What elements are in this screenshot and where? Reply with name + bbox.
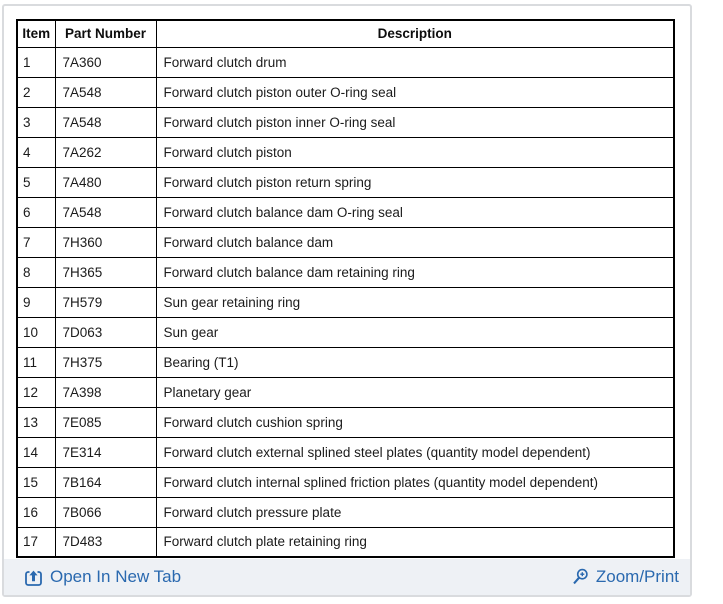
parts-table-card: Item Part Number Description 1 7A360 For… [2,4,692,597]
cell-description: Forward clutch piston return spring [155,166,675,198]
open-in-new-tab-icon [24,568,43,587]
cell-item: 8 [16,256,56,288]
cell-description: Forward clutch drum [155,46,675,78]
table-row: 16 7B066 Forward clutch pressure plate [16,496,675,528]
zoom-print-label: Zoom/Print [595,567,679,586]
cell-part-number: 7A480 [54,166,157,198]
cell-description: Forward clutch balance dam [155,226,675,258]
cell-part-number: 7E085 [54,406,157,438]
cell-description: Sun gear [155,316,675,348]
cell-part-number: 7A548 [54,106,157,138]
zoom-plus-icon [571,568,589,586]
footer-bar: Open In New Tab Zoom/Print [4,559,690,595]
table-row: 3 7A548 Forward clutch piston inner O-ri… [16,106,675,138]
cell-item: 17 [16,526,56,558]
cell-description: Sun gear retaining ring [155,286,675,318]
table-row: 7 7H360 Forward clutch balance dam [16,226,675,258]
table-row: 10 7D063 Sun gear [16,316,675,348]
cell-item: 2 [16,76,56,108]
cell-item: 7 [16,226,56,258]
table-row: 6 7A548 Forward clutch balance dam O-rin… [16,196,675,228]
cell-description: Forward clutch piston inner O-ring seal [155,106,675,138]
table-row: 1 7A360 Forward clutch drum [16,46,675,78]
cell-description: Planetary gear [155,376,675,408]
cell-part-number: 7H375 [54,346,157,378]
cell-part-number: 7H365 [54,256,157,288]
cell-part-number: 7H579 [54,286,157,318]
cell-part-number: 7A548 [54,196,157,228]
table-area: Item Part Number Description 1 7A360 For… [4,6,690,558]
cell-description: Forward clutch external splined steel pl… [155,436,675,468]
cell-description: Forward clutch pressure plate [155,496,675,528]
cell-item: 10 [16,316,56,348]
cell-description: Forward clutch balance dam retaining rin… [155,256,675,288]
header-description: Description [155,19,675,48]
table-body: 1 7A360 Forward clutch drum 2 7A548 Forw… [16,46,675,558]
cell-item: 1 [16,46,56,78]
cell-part-number: 7A548 [54,76,157,108]
open-in-new-tab-label: Open In New Tab [50,567,182,586]
cell-part-number: 7H360 [54,226,157,258]
cell-item: 11 [16,346,56,378]
table-row: 14 7E314 Forward clutch external splined… [16,436,675,468]
table-row: 2 7A548 Forward clutch piston outer O-ri… [16,76,675,108]
cell-item: 16 [16,496,56,528]
cell-description: Forward clutch balance dam O-ring seal [155,196,675,228]
parts-table: Item Part Number Description 1 7A360 For… [16,19,675,558]
cell-description: Forward clutch cushion spring [155,406,675,438]
cell-part-number: 7B066 [54,496,157,528]
cell-part-number: 7D063 [54,316,157,348]
cell-part-number: 7D483 [54,526,157,558]
table-row: 17 7D483 Forward clutch plate retaining … [16,526,675,558]
table-row: 15 7B164 Forward clutch internal splined… [16,466,675,498]
cell-item: 13 [16,406,56,438]
cell-item: 15 [16,466,56,498]
table-row: 13 7E085 Forward clutch cushion spring [16,406,675,438]
cell-part-number: 7A262 [54,136,157,168]
cell-item: 3 [16,106,56,138]
open-in-new-tab-link[interactable]: Open In New Tab [24,567,181,587]
zoom-print-link[interactable]: Zoom/Print [571,567,679,587]
cell-part-number: 7E314 [54,436,157,468]
header-item: Item [16,19,56,48]
cell-description: Forward clutch piston [155,136,675,168]
cell-item: 5 [16,166,56,198]
table-row: 4 7A262 Forward clutch piston [16,136,675,168]
cell-description: Forward clutch internal splined friction… [155,466,675,498]
cell-item: 9 [16,286,56,318]
cell-part-number: 7B164 [54,466,157,498]
table-header-row: Item Part Number Description [16,19,675,48]
cell-item: 6 [16,196,56,228]
cell-description: Bearing (T1) [155,346,675,378]
cell-part-number: 7A398 [54,376,157,408]
header-part-number: Part Number [54,19,157,48]
cell-description: Forward clutch piston outer O-ring seal [155,76,675,108]
table-row: 5 7A480 Forward clutch piston return spr… [16,166,675,198]
cell-part-number: 7A360 [54,46,157,78]
table-row: 12 7A398 Planetary gear [16,376,675,408]
cell-description: Forward clutch plate retaining ring [155,526,675,558]
cell-item: 12 [16,376,56,408]
table-row: 11 7H375 Bearing (T1) [16,346,675,378]
table-row: 8 7H365 Forward clutch balance dam retai… [16,256,675,288]
cell-item: 4 [16,136,56,168]
table-row: 9 7H579 Sun gear retaining ring [16,286,675,318]
cell-item: 14 [16,436,56,468]
